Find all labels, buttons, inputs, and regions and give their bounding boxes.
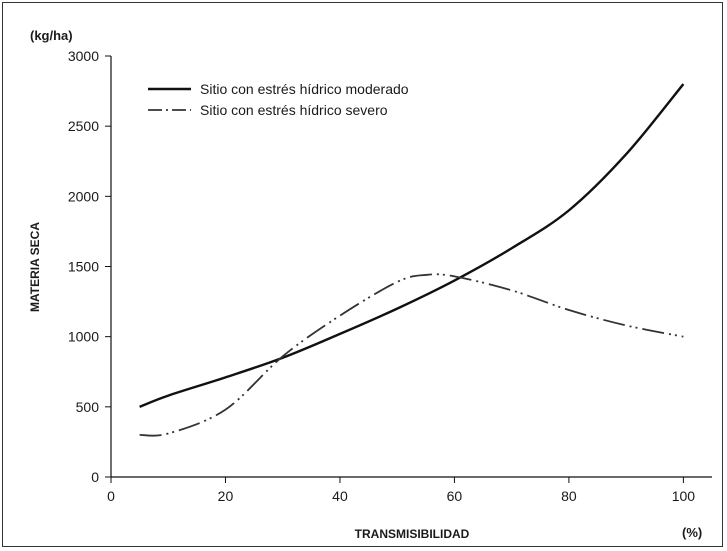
- x-tick-label: 40: [332, 488, 348, 504]
- y-tick-label: 2000: [68, 188, 99, 204]
- x-axis-title: TRANSMISIBILIDAD: [355, 527, 470, 541]
- y-tick-label: 500: [76, 399, 100, 415]
- y-tick-label: 0: [91, 469, 99, 485]
- series-line-2: [139, 273, 684, 437]
- x-tick-label: 0: [107, 488, 115, 504]
- x-tick-label: 60: [447, 488, 463, 504]
- x-unit-label: (%): [682, 525, 702, 540]
- series-group: [139, 83, 685, 437]
- series-line-1: [139, 83, 685, 408]
- legend-label-1: Sitio con estrés hídrico moderado: [200, 81, 409, 97]
- y-tick-label: 3000: [68, 48, 99, 64]
- y-unit-label: (kg/ha): [30, 28, 73, 43]
- x-tick-label: 100: [672, 488, 696, 504]
- axes: 0 500 1000 1500 2000 2500 3000 0 20 40 60 80 100: [68, 48, 712, 504]
- x-tick-label: 20: [218, 488, 234, 504]
- y-tick-label: 2500: [68, 118, 99, 134]
- legend-label-2: Sitio con estrés hídrico severo: [200, 102, 388, 118]
- y-tick-label: 1500: [68, 259, 99, 275]
- x-tick-label: 80: [561, 488, 577, 504]
- legend: Sitio con estrés hídrico moderado Sitio c…: [148, 81, 409, 118]
- y-axis-title: MATERIA SECA: [28, 222, 42, 312]
- y-tick-label: 1000: [68, 329, 99, 345]
